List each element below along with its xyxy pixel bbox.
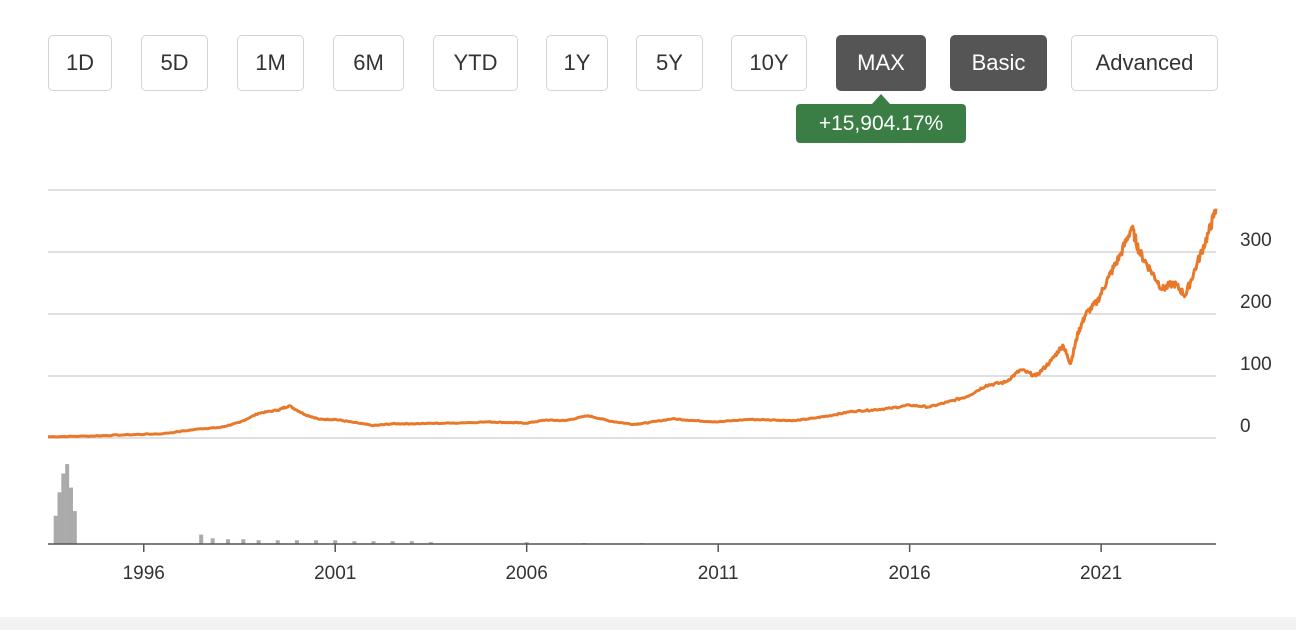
volume-bar: [65, 464, 70, 544]
x-axis: 1996 2001 2006 2011 2016 2021: [48, 543, 1216, 584]
volume-bar: [390, 541, 395, 544]
volume-bars: [53, 464, 644, 544]
x-tick-label: 2011: [698, 563, 739, 584]
range-button-6m[interactable]: 6M: [333, 35, 404, 91]
volume-bar: [524, 542, 529, 544]
y-tick-label: 300: [1240, 230, 1272, 251]
basic-view-button[interactable]: Basic: [950, 35, 1047, 91]
volume-bar: [72, 511, 77, 544]
footer-strip: [0, 617, 1296, 630]
volume-bar: [314, 540, 319, 544]
price-line: [47, 208, 1218, 439]
range-button-1d[interactable]: 1D: [48, 35, 112, 91]
range-button-ytd[interactable]: YTD: [433, 35, 518, 91]
volume-bar: [294, 540, 299, 544]
change-badge-pointer: [872, 94, 890, 104]
grid-lines: [48, 189, 1216, 439]
volume-bar: [210, 538, 215, 544]
volume-bar: [428, 542, 433, 544]
volume-bar: [241, 539, 246, 544]
advanced-view-button[interactable]: Advanced: [1071, 35, 1218, 91]
x-tick-label: 1996: [123, 563, 165, 584]
x-tick-label: 2006: [506, 563, 548, 584]
volume-bar: [409, 541, 414, 544]
volume-bar: [225, 539, 230, 544]
range-button-5d[interactable]: 5D: [141, 35, 208, 91]
x-tick-label: 2001: [314, 563, 356, 584]
y-tick-label: 0: [1240, 416, 1251, 437]
range-selector: 1D 5D 1M 6M YTD 1Y 5Y 10Y MAX Basic Adva…: [0, 0, 1296, 100]
range-button-max[interactable]: MAX: [836, 35, 926, 91]
range-button-1m[interactable]: 1M: [237, 35, 304, 91]
y-tick-label: 200: [1240, 292, 1272, 313]
range-button-10y[interactable]: 10Y: [731, 35, 807, 91]
volume-bar: [68, 487, 73, 544]
volume-bar: [53, 515, 58, 544]
x-tick-label: 2021: [1080, 563, 1122, 584]
volume-bar: [256, 540, 261, 544]
y-tick-label: 100: [1240, 354, 1272, 375]
volume-bar: [275, 540, 280, 544]
y-axis: 0 100 200 300: [1240, 230, 1272, 437]
volume-bar: [371, 541, 376, 544]
x-tick-label: 2016: [888, 563, 930, 584]
volume-bar: [333, 540, 338, 544]
volume-bar: [352, 541, 357, 544]
volume-bar: [61, 473, 66, 544]
range-button-1y[interactable]: 1Y: [546, 35, 608, 91]
price-line-layer: [47, 208, 1218, 439]
change-badge: +15,904.17%: [796, 104, 966, 143]
range-button-5y[interactable]: 5Y: [636, 35, 703, 91]
volume-bar: [57, 492, 62, 544]
volume-bar: [199, 534, 204, 544]
